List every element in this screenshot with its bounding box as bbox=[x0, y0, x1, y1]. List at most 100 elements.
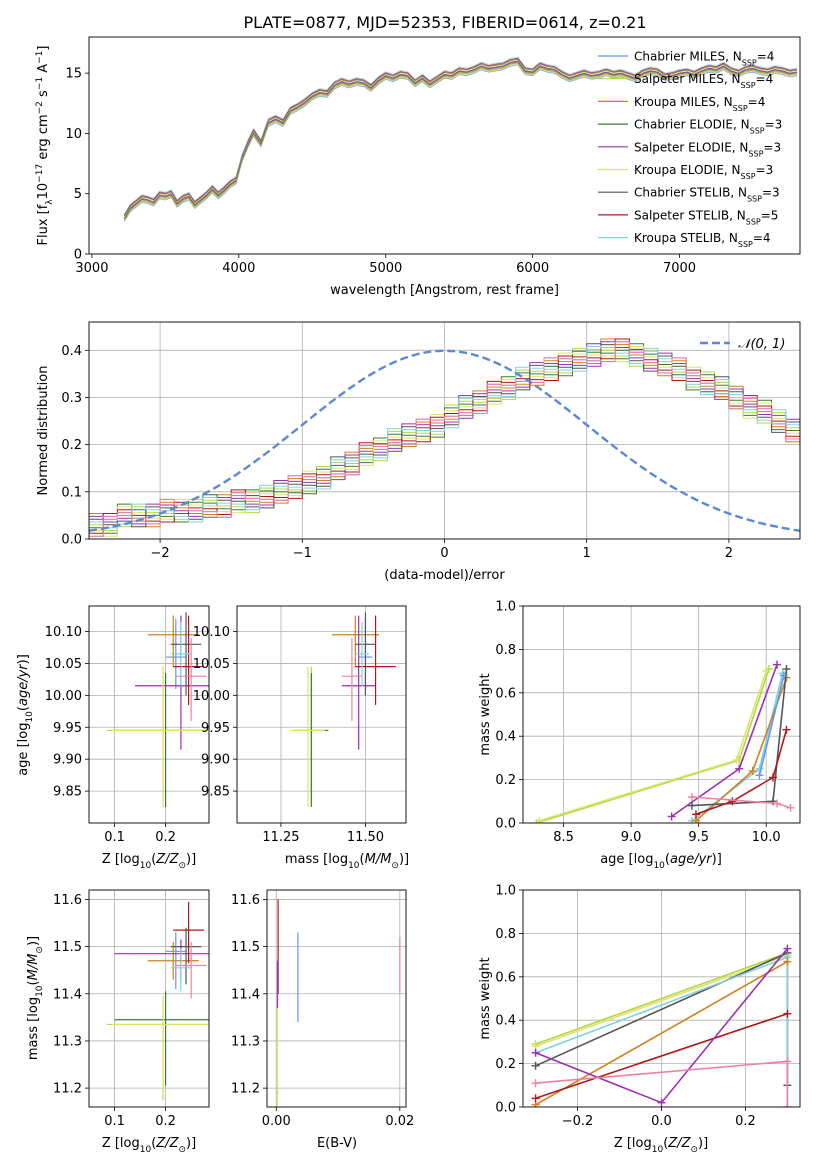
mass_weight_vs_age-frame bbox=[522, 605, 801, 824]
mass-vs-z-xlabel-part: ( bbox=[151, 1136, 156, 1151]
mass_weight_vs_Z-ytick-label: 0.6 bbox=[495, 970, 516, 985]
residual-histogram-step bbox=[89, 343, 800, 534]
mass-weight-age-xlabel-part: age [log bbox=[600, 852, 653, 867]
age_vs_mass-data bbox=[291, 612, 396, 808]
mass-weight-z-xlabel-part: Z [log bbox=[614, 1136, 652, 1151]
mass_weight_vs_Z-ylabel: mass weight bbox=[478, 957, 493, 1039]
mass-vs-z-xlabel-part: Z/Z bbox=[155, 1136, 179, 1151]
spectrum-plot-area bbox=[123, 56, 798, 222]
age_vs_Z-ytick-label: 9.90 bbox=[53, 753, 82, 768]
mass_weight_vs_age-xtick-label: 8.5 bbox=[553, 830, 574, 845]
mass-vs-ebv-xlabel: E(B-V) bbox=[317, 1136, 357, 1151]
age-vs-mass-xlabel-part: ( bbox=[360, 852, 365, 867]
mass_weight_vs_age-xtick-label: 9.0 bbox=[621, 830, 642, 845]
mass-weight-z-xlabel-part: ⊙ bbox=[690, 1145, 698, 1155]
legend-count: =4 bbox=[753, 231, 771, 245]
age-vs-z-xlabel-part: Z/Z bbox=[155, 852, 179, 867]
residual-histogram-step bbox=[89, 341, 800, 537]
spectrum-ylabel-part: s bbox=[36, 90, 51, 101]
legend-entry: Chabrier STELIB, NSSP=3 bbox=[634, 186, 780, 204]
mass-weight-z-xlabel-part: ( bbox=[663, 1136, 668, 1151]
mass_weight_vs_age-xtick-label: 9.5 bbox=[688, 830, 709, 845]
legend-sub: SSP bbox=[747, 194, 762, 203]
age_vs_mass-ytick-label: 9.90 bbox=[201, 753, 230, 768]
spectrum-axes: 3000 4000 5000 6000 7000 0 5 10 15 wavelength [An… bbox=[35, 36, 801, 298]
legend-entry: Chabrier ELODIE, NSSP=3 bbox=[634, 118, 782, 136]
mass_weight_vs_Z-xtick-label: 0.0 bbox=[651, 1114, 672, 1129]
spectrum-ylabel-part: −2 bbox=[35, 101, 45, 114]
mass-vs-z-ylabel: mass [log10(M/M⊙)] bbox=[26, 936, 45, 1060]
mass_weight_vs_age-data bbox=[532, 660, 795, 823]
mass_weight_vs_age-ytick-label: 0.6 bbox=[495, 686, 516, 701]
legend-count: =3 bbox=[763, 140, 781, 154]
age-vs-z-xlabel-part: Z [log bbox=[102, 852, 140, 867]
mass-weight-line bbox=[535, 952, 788, 1045]
age-vs-mass-xlabel-part: 10 bbox=[348, 861, 360, 871]
residuals-ytick-label: 0.4 bbox=[61, 344, 82, 359]
mass_vs_Z-ytick-label: 11.6 bbox=[53, 893, 82, 908]
legend-label: Kroupa ELODIE, N bbox=[634, 163, 741, 177]
mass_weight_vs_age-axes: 8.5 9.0 9.5 10.0 0.0 0.2 0.4 0.6 0.8 1.0 mass weig… bbox=[478, 600, 801, 845]
mass_vs_EBV-data bbox=[276, 899, 401, 1107]
mass_weight_vs_Z-axes: −0.2 0.0 0.2 0.0 0.2 0.4 0.6 0.8 1.0 mass weight bbox=[478, 884, 801, 1129]
normal-curve bbox=[89, 349, 800, 532]
mass-weight-line bbox=[535, 960, 788, 1106]
spectrum-model-line bbox=[123, 58, 798, 217]
mass-weight-z-xlabel-part: 10 bbox=[652, 1145, 664, 1155]
mass_weight_vs_Z-xtick-label: 0.2 bbox=[735, 1114, 756, 1129]
spectrum-ylabel-part: −1 bbox=[35, 51, 45, 64]
legend-count: =4 bbox=[748, 95, 766, 109]
mass_weight_vs_age-ytick-label: 0.8 bbox=[495, 643, 516, 658]
spectrum-xtick-label: 5000 bbox=[369, 261, 402, 276]
mass-weight-age-xlabel-part: )] bbox=[712, 852, 722, 867]
mass_vs_EBV-frame bbox=[266, 889, 407, 1108]
spectrum-model-line bbox=[123, 60, 798, 219]
legend-entry: Kroupa MILES, NSSP=4 bbox=[634, 95, 765, 113]
mass_weight_vs_age-ytick-label: 0.4 bbox=[495, 730, 516, 745]
spectrum-model-line bbox=[123, 57, 798, 216]
age_vs_Z-xtick-label: 0.1 bbox=[104, 830, 125, 845]
age_vs_mass-ytick-label: 10.00 bbox=[193, 689, 230, 704]
age-vs-z-xlabel-part: ⊙ bbox=[178, 861, 186, 871]
legend-label: Chabrier MILES, N bbox=[634, 50, 742, 64]
mass_vs_EBV-plot-area bbox=[267, 890, 406, 1107]
mass_vs_EBV-ytick-label: 11.4 bbox=[231, 987, 260, 1002]
spectrum-model-line bbox=[123, 56, 798, 215]
residual-histogram-step bbox=[89, 346, 800, 529]
age_vs_Z-ytick-label: 9.85 bbox=[53, 785, 82, 800]
mass_vs_Z-plot-area bbox=[89, 890, 209, 1107]
legend-sub: SSP bbox=[741, 81, 756, 90]
mass-weight-age-xlabel-part: 10 bbox=[653, 861, 665, 871]
figure-title: PLATE=0877, MJD=52353, FIBERID=0614, z=0… bbox=[243, 13, 646, 32]
mass_vs_EBV-xtick-label: 0.00 bbox=[262, 1114, 291, 1129]
legend-entry: Chabrier MILES, NSSP=4 bbox=[634, 50, 774, 68]
age-vs-z-xlabel-part: )] bbox=[186, 852, 196, 867]
legend-entry: Kroupa ELODIE, NSSP=3 bbox=[634, 163, 773, 181]
mass_vs_Z-ytick-label: 11.5 bbox=[53, 940, 82, 955]
spectrum-xtick-label: 7000 bbox=[663, 261, 696, 276]
mass_weight_vs_Z-plot-area bbox=[523, 890, 800, 1107]
legend-count: =3 bbox=[762, 186, 780, 200]
legend-label: Kroupa MILES, N bbox=[634, 95, 733, 109]
age-vs-z-ylabel-part: ( bbox=[16, 706, 31, 711]
mass-weight-age-xlabel-part: age/yr bbox=[670, 852, 713, 867]
residuals-frame bbox=[88, 321, 801, 540]
mass_vs_Z-frame bbox=[88, 889, 210, 1108]
spectrum-ylabel-part: A bbox=[36, 64, 51, 77]
age_vs_mass-xtick-label: 11.25 bbox=[262, 830, 299, 845]
age-vs-z-ylabel-part: )] bbox=[16, 654, 31, 664]
mass_weight_vs_Z-xtick-label: −0.2 bbox=[562, 1114, 594, 1129]
spectrum-frame bbox=[88, 36, 801, 255]
mass-vs-z-xlabel-part: Z [log bbox=[102, 1136, 140, 1151]
age-vs-z-ylabel-part: 10 bbox=[25, 711, 35, 723]
legend-count: =5 bbox=[761, 208, 779, 222]
mass-vs-z-xlabel-part: 10 bbox=[140, 1145, 152, 1155]
age_vs_Z-ytick-label: 10.00 bbox=[45, 689, 82, 704]
mass-vs-z-ylabel-part: ⊙ bbox=[35, 946, 45, 954]
mass_weight_vs_age-xtick-label: 10.0 bbox=[752, 830, 781, 845]
legend-count: =4 bbox=[757, 50, 775, 64]
mass-vs-z-xlabel-part: ⊙ bbox=[178, 1145, 186, 1155]
legend-entry: Salpeter MILES, NSSP=4 bbox=[634, 72, 773, 90]
